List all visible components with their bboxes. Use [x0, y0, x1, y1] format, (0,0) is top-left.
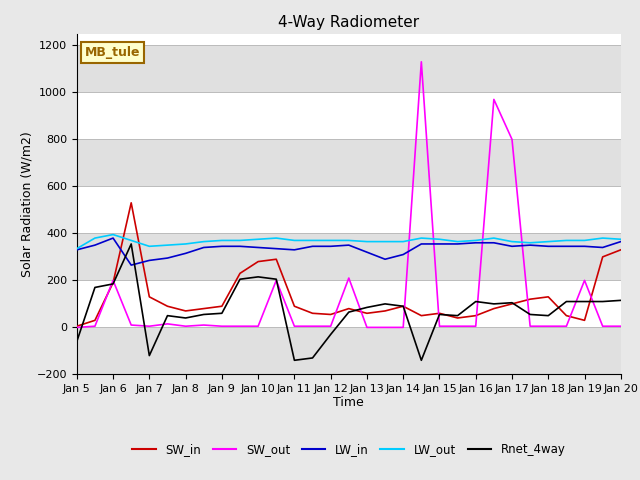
Bar	[77, 233, 621, 280]
Title: 4-Way Radiometer: 4-Way Radiometer	[278, 15, 419, 30]
X-axis label: Time: Time	[333, 396, 364, 408]
Legend: SW_in, SW_out, LW_in, LW_out, Rnet_4way: SW_in, SW_out, LW_in, LW_out, Rnet_4way	[127, 438, 570, 461]
Bar	[77, 327, 621, 374]
Text: MB_tule: MB_tule	[85, 46, 140, 59]
Y-axis label: Solar Radiation (W/m2): Solar Radiation (W/m2)	[20, 131, 34, 277]
Bar	[77, 139, 621, 186]
Bar	[77, 45, 621, 92]
